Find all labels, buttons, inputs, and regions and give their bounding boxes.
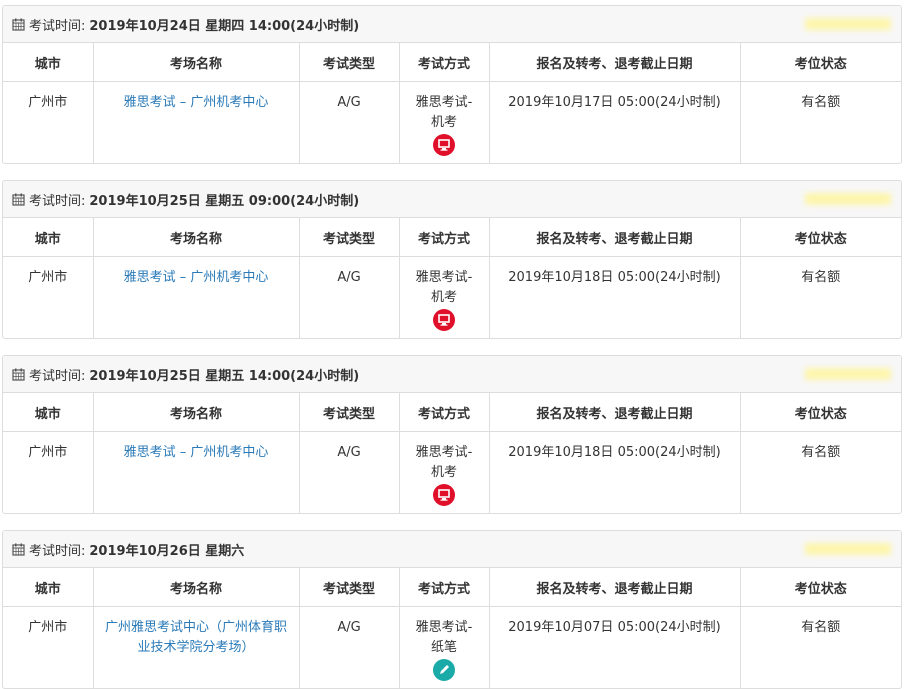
session-header: 考试时间: 2019年10月25日 星期五 09:00(24小时制) — [3, 181, 901, 218]
table-header-row: 城市 考场名称 考试类型 考试方式 报名及转考、退考截止日期 考位状态 — [3, 43, 901, 82]
column-header-city: 城市 — [3, 218, 94, 257]
column-header-mode: 考试方式 — [399, 43, 490, 82]
mode-cell: 雅思考试-机考 — [399, 256, 490, 338]
column-header-deadline: 报名及转考、退考截止日期 — [489, 218, 741, 257]
exam-time: 2019年10月24日 星期四 14:00(24小时制) — [89, 18, 360, 34]
exam-session-panel: 考试时间: 2019年10月24日 星期四 14:00(24小时制) 城市 考场名… — [2, 5, 902, 164]
venue-link[interactable]: 雅思考试 – 广州机考中心 — [123, 270, 269, 285]
calendar-icon — [12, 368, 25, 381]
exam-time: 2019年10月26日 星期六 — [89, 543, 245, 559]
exam-time: 2019年10月25日 星期五 14:00(24小时制) — [89, 368, 360, 384]
column-header-mode: 考试方式 — [399, 393, 490, 432]
calendar-icon — [12, 543, 25, 556]
column-header-mode: 考试方式 — [399, 218, 490, 257]
table-row: 广州市 广州雅思考试中心（广州体育职业技术学院分考场） A/G 雅思考试-纸笔 … — [3, 606, 901, 688]
venue-link[interactable]: 广州雅思考试中心（广州体育职业技术学院分考场） — [104, 620, 287, 655]
table-header-row: 城市 考场名称 考试类型 考试方式 报名及转考、退考截止日期 考位状态 — [3, 218, 901, 257]
city-cell: 广州市 — [3, 606, 94, 688]
calendar-icon — [12, 193, 25, 206]
deadline-cell: 2019年10月17日 05:00(24小时制) — [489, 81, 741, 163]
mode-text: 雅思考试-机考 — [415, 270, 473, 305]
exam-session-panel: 考试时间: 2019年10月25日 星期五 09:00(24小时制) 城市 考场名… — [2, 180, 902, 339]
pencil-icon — [433, 659, 455, 681]
column-header-deadline: 报名及转考、退考截止日期 — [489, 43, 741, 82]
mode-text: 雅思考试-机考 — [415, 445, 473, 480]
deadline-cell: 2019年10月18日 05:00(24小时制) — [489, 256, 741, 338]
deadline-cell: 2019年10月07日 05:00(24小时制) — [489, 606, 741, 688]
mode-cell: 雅思考试-机考 — [399, 431, 490, 513]
type-cell: A/G — [299, 431, 400, 513]
column-header-type: 考试类型 — [299, 568, 400, 607]
column-header-status: 考位状态 — [740, 568, 901, 607]
mode-text: 雅思考试-纸笔 — [415, 620, 473, 655]
watermark — [805, 193, 891, 205]
type-cell: A/G — [299, 81, 400, 163]
calendar-icon — [12, 18, 25, 31]
session-header: 考试时间: 2019年10月25日 星期五 14:00(24小时制) — [3, 356, 901, 393]
session-table: 城市 考场名称 考试类型 考试方式 报名及转考、退考截止日期 考位状态 广州市 雅思考试 … — [3, 43, 901, 163]
column-header-status: 考位状态 — [740, 43, 901, 82]
column-header-mode: 考试方式 — [399, 568, 490, 607]
exam-session-panel: 考试时间: 2019年10月26日 星期六 城市 考场名称 考试类型 考试方式 报名及转… — [2, 530, 902, 689]
type-cell: A/G — [299, 256, 400, 338]
venue-link[interactable]: 雅思考试 – 广州机考中心 — [123, 445, 269, 460]
table-row: 广州市 雅思考试 – 广州机考中心 A/G 雅思考试-机考 2019年10月17… — [3, 81, 901, 163]
exam-time-label: 考试时间: — [29, 368, 86, 384]
venue-link[interactable]: 雅思考试 – 广州机考中心 — [123, 95, 269, 110]
column-header-city: 城市 — [3, 393, 94, 432]
computer-icon — [433, 309, 455, 331]
column-header-type: 考试类型 — [299, 218, 400, 257]
column-header-deadline: 报名及转考、退考截止日期 — [489, 568, 741, 607]
watermark — [805, 18, 891, 30]
column-header-venue: 考场名称 — [93, 218, 300, 257]
city-cell: 广州市 — [3, 81, 94, 163]
exam-time: 2019年10月25日 星期五 09:00(24小时制) — [89, 193, 360, 209]
column-header-type: 考试类型 — [299, 43, 400, 82]
session-header: 考试时间: 2019年10月26日 星期六 — [3, 531, 901, 568]
status-cell: 有名额 — [801, 620, 841, 635]
table-header-row: 城市 考场名称 考试类型 考试方式 报名及转考、退考截止日期 考位状态 — [3, 393, 901, 432]
column-header-status: 考位状态 — [740, 393, 901, 432]
exam-time-label: 考试时间: — [29, 193, 86, 209]
column-header-type: 考试类型 — [299, 393, 400, 432]
table-header-row: 城市 考场名称 考试类型 考试方式 报名及转考、退考截止日期 考位状态 — [3, 568, 901, 607]
column-header-venue: 考场名称 — [93, 568, 300, 607]
deadline-cell: 2019年10月18日 05:00(24小时制) — [489, 431, 741, 513]
type-cell: A/G — [299, 606, 400, 688]
table-row: 广州市 雅思考试 – 广州机考中心 A/G 雅思考试-机考 2019年10月18… — [3, 256, 901, 338]
city-cell: 广州市 — [3, 256, 94, 338]
mode-text: 雅思考试-机考 — [415, 95, 473, 130]
computer-icon — [433, 484, 455, 506]
session-header: 考试时间: 2019年10月24日 星期四 14:00(24小时制) — [3, 6, 901, 43]
session-table: 城市 考场名称 考试类型 考试方式 报名及转考、退考截止日期 考位状态 广州市 广州雅思考… — [3, 568, 901, 688]
status-cell: 有名额 — [801, 445, 841, 460]
exam-time-label: 考试时间: — [29, 543, 86, 559]
session-table: 城市 考场名称 考试类型 考试方式 报名及转考、退考截止日期 考位状态 广州市 雅思考试 … — [3, 393, 901, 513]
mode-cell: 雅思考试-机考 — [399, 81, 490, 163]
column-header-venue: 考场名称 — [93, 43, 300, 82]
exam-session-panel: 考试时间: 2019年10月25日 星期五 14:00(24小时制) 城市 考场名… — [2, 355, 902, 514]
column-header-deadline: 报名及转考、退考截止日期 — [489, 393, 741, 432]
computer-icon — [433, 134, 455, 156]
column-header-venue: 考场名称 — [93, 393, 300, 432]
column-header-city: 城市 — [3, 43, 94, 82]
column-header-city: 城市 — [3, 568, 94, 607]
status-cell: 有名额 — [801, 95, 841, 110]
watermark — [805, 543, 891, 555]
city-cell: 广州市 — [3, 431, 94, 513]
column-header-status: 考位状态 — [740, 218, 901, 257]
mode-cell: 雅思考试-纸笔 — [399, 606, 490, 688]
exam-time-label: 考试时间: — [29, 18, 86, 34]
table-row: 广州市 雅思考试 – 广州机考中心 A/G 雅思考试-机考 2019年10月18… — [3, 431, 901, 513]
session-table: 城市 考场名称 考试类型 考试方式 报名及转考、退考截止日期 考位状态 广州市 雅思考试 … — [3, 218, 901, 338]
watermark — [805, 368, 891, 380]
status-cell: 有名额 — [801, 270, 841, 285]
